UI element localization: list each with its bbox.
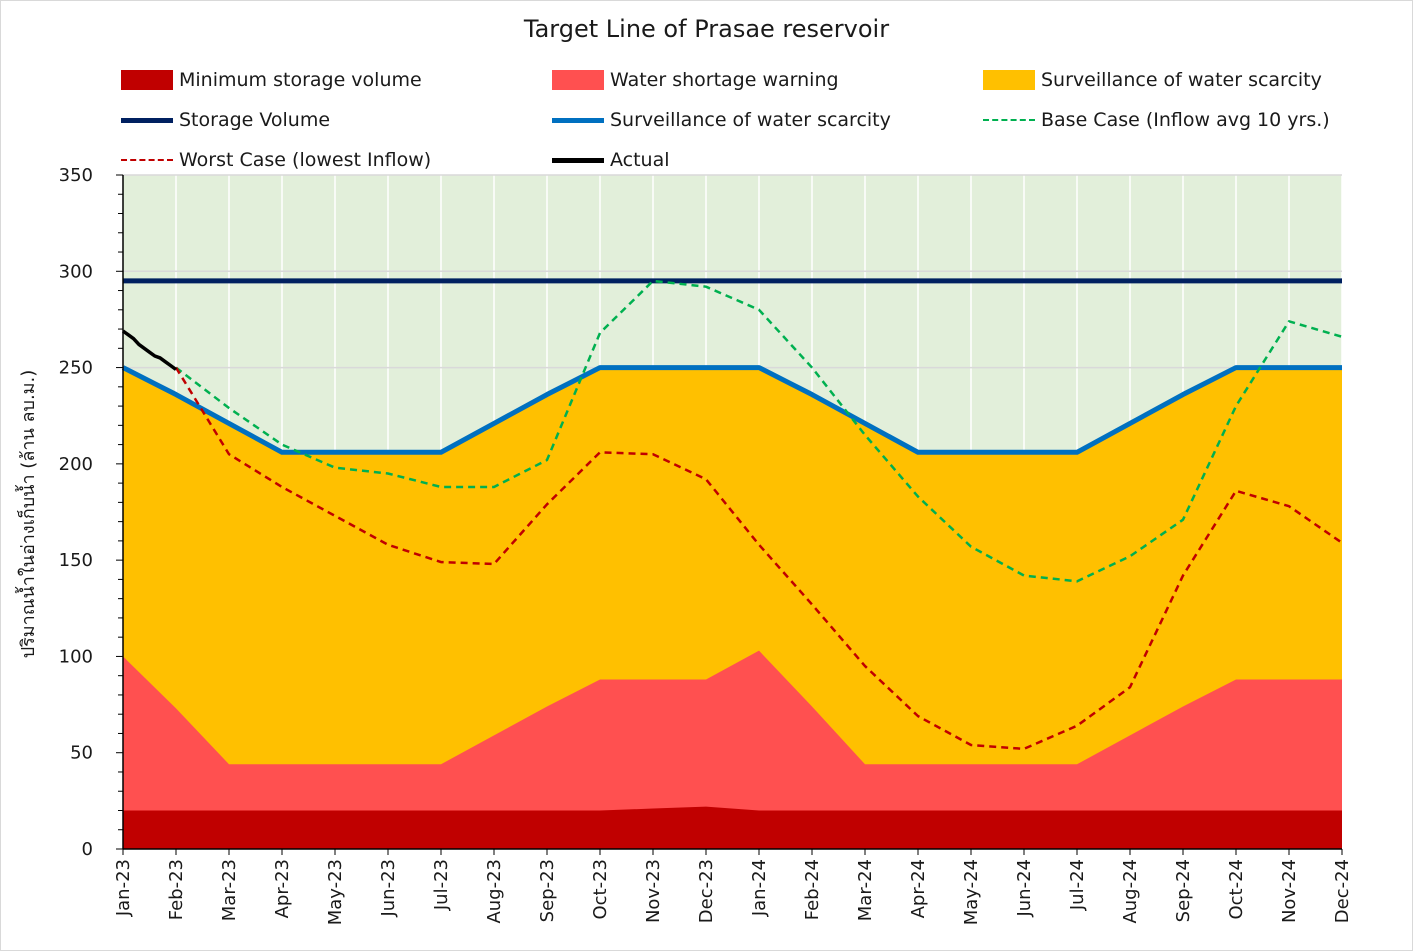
y-tick-label: 350 <box>59 165 93 186</box>
x-tick-label: Dec-23 <box>696 859 717 923</box>
y-tick-label: 50 <box>70 743 93 764</box>
x-tick-label: Jul-24 <box>1067 859 1088 911</box>
legend-swatch <box>121 159 173 161</box>
legend-swatch <box>983 70 1035 90</box>
x-tick-label: Jul-23 <box>431 859 452 911</box>
legend-label: Storage Volume <box>179 109 331 131</box>
legend-label: Surveillance of water scarcity <box>1041 69 1322 91</box>
legend-item-worst-case: Worst Case (lowest Inflow) <box>121 147 431 173</box>
x-tick-label: Dec-24 <box>1332 859 1353 923</box>
area-water-shortage-warning <box>123 650 1342 849</box>
x-tick-label: Aug-23 <box>484 859 505 924</box>
series-worst-case-lowest-inflow- <box>174 366 1343 751</box>
legend-label: Actual <box>610 149 670 171</box>
series-surveillance-of-water-scarcity <box>121 365 1342 455</box>
legend-swatch <box>983 119 1035 121</box>
y-tick-label: 300 <box>59 261 93 282</box>
x-tick-label: Nov-24 <box>1279 859 1300 923</box>
y-tick-label: 150 <box>59 550 93 571</box>
legend-item-surveillance-area: Surveillance of water scarcity <box>983 67 1322 93</box>
x-tick-label: Aug-24 <box>1120 859 1141 924</box>
legend-item-actual: Actual <box>552 147 670 173</box>
y-axis-label: ปริมาณน้ำในอ่างเก็บน้ำ (ล้าน ลบ.ม.) <box>15 370 39 659</box>
x-tick-label: Feb-24 <box>802 859 823 920</box>
series-base-case-inflow-avg-10-yrs- <box>175 279 1343 583</box>
x-tick-label: Apr-24 <box>908 859 929 918</box>
legend-label: Minimum storage volume <box>179 69 422 91</box>
x-tick-label: Mar-23 <box>219 859 240 921</box>
y-tick-label: 0 <box>82 839 93 860</box>
legend-item-storage-volume: Storage Volume <box>121 107 330 133</box>
legend-swatch <box>121 117 173 123</box>
x-tick-label: Feb-23 <box>166 859 187 920</box>
y-tick-label: 200 <box>59 454 93 475</box>
legend-swatch <box>552 117 604 123</box>
x-tick-label: May-24 <box>961 859 982 925</box>
x-tick-label: Oct-23 <box>590 859 611 920</box>
legend-item-base-case: Base Case (Inflow avg 10 yrs.) <box>983 107 1330 133</box>
legend-label: Worst Case (lowest Inflow) <box>179 149 432 171</box>
x-tick-label: Apr-23 <box>272 859 293 918</box>
x-tick-label: Sep-23 <box>537 859 558 922</box>
x-tick-label: Jun-24 <box>1014 859 1035 918</box>
legend-swatch <box>121 70 173 90</box>
legend-item-surveillance-line: Surveillance of water scarcity <box>552 107 891 133</box>
area-surveillance-of-water-scarcity <box>123 367 1342 849</box>
legend-label: Base Case (Inflow avg 10 yrs.) <box>1041 109 1330 131</box>
x-tick-label: Oct-24 <box>1226 859 1247 920</box>
x-tick-label: Nov-23 <box>643 859 664 923</box>
x-tick-label: May-23 <box>325 859 346 925</box>
x-tick-label: Sep-24 <box>1173 859 1194 922</box>
x-tick-label: Jan-23 <box>113 859 134 917</box>
legend-swatch <box>552 157 604 163</box>
y-tick-label: 100 <box>59 646 93 667</box>
legend-label: Surveillance of water scarcity <box>610 109 891 131</box>
chart-title: Target Line of Prasae reservoir <box>523 15 890 43</box>
x-tick-label: Mar-24 <box>855 859 876 921</box>
legend-label: Water shortage warning <box>610 69 839 91</box>
legend-item-water-shortage: Water shortage warning <box>552 67 839 93</box>
y-tick-label: 250 <box>59 358 93 379</box>
x-tick-label: Jun-23 <box>378 859 399 918</box>
legend-swatch <box>552 70 604 90</box>
series-actual <box>121 329 178 371</box>
legend-item-minimum-storage: Minimum storage volume <box>121 67 422 93</box>
x-tick-label: Jan-24 <box>749 859 770 917</box>
area-minimum-storage-volume <box>123 806 1342 849</box>
